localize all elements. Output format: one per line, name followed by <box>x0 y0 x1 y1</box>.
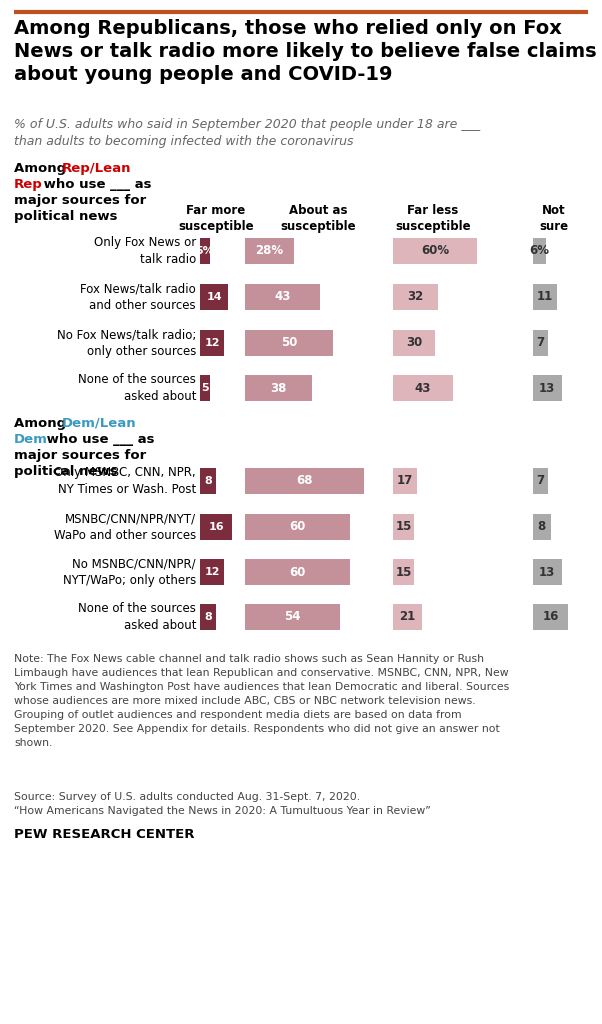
Text: 15: 15 <box>396 520 412 534</box>
Text: 28%: 28% <box>255 245 284 257</box>
Text: 16: 16 <box>208 522 224 532</box>
Text: 11: 11 <box>537 291 553 303</box>
Bar <box>393 514 414 540</box>
Bar <box>393 559 414 585</box>
Bar <box>533 514 551 540</box>
Bar <box>200 468 216 494</box>
Text: Fox News/talk radio
and other sources: Fox News/talk radio and other sources <box>80 283 196 311</box>
Text: political news: political news <box>14 465 117 478</box>
Bar <box>200 284 228 310</box>
Bar <box>533 238 546 264</box>
Bar <box>393 330 435 356</box>
Bar <box>200 559 224 585</box>
Text: MSNBC/CNN/NPR/NYT/
WaPo and other sources: MSNBC/CNN/NPR/NYT/ WaPo and other source… <box>54 512 196 542</box>
Text: major sources for: major sources for <box>14 194 146 207</box>
Bar <box>245 284 320 310</box>
Bar <box>245 514 350 540</box>
Bar <box>393 468 417 494</box>
Bar <box>393 375 453 401</box>
Text: Among: Among <box>14 417 71 430</box>
Bar <box>245 468 364 494</box>
Bar <box>533 604 568 630</box>
Text: None of the sources
asked about: None of the sources asked about <box>78 374 196 402</box>
Bar <box>200 238 210 264</box>
Text: About as
susceptible: About as susceptible <box>280 204 356 233</box>
Text: 43: 43 <box>275 291 291 303</box>
Text: Not
sure: Not sure <box>539 204 568 233</box>
Text: 30: 30 <box>406 337 422 349</box>
Text: Among Republicans, those who relied only on Fox
News or talk radio more likely t: Among Republicans, those who relied only… <box>14 19 597 84</box>
Bar <box>245 375 311 401</box>
Text: 60: 60 <box>290 520 306 534</box>
Bar <box>533 284 557 310</box>
Text: PEW RESEARCH CENTER: PEW RESEARCH CENTER <box>14 828 194 841</box>
Bar <box>245 604 340 630</box>
Text: 12: 12 <box>204 338 220 348</box>
Text: 17: 17 <box>397 474 413 487</box>
Text: who use ___ as: who use ___ as <box>42 433 155 446</box>
Text: 60: 60 <box>290 565 306 579</box>
Bar <box>245 238 294 264</box>
Text: Far less
susceptible: Far less susceptible <box>395 204 471 233</box>
Text: Far more
susceptible: Far more susceptible <box>178 204 254 233</box>
Text: 8: 8 <box>204 612 212 622</box>
Text: 13: 13 <box>539 565 556 579</box>
Text: 7: 7 <box>536 337 545 349</box>
Text: Only Fox News or
talk radio: Only Fox News or talk radio <box>94 237 196 266</box>
Text: political news: political news <box>14 210 117 223</box>
Bar <box>200 330 224 356</box>
Text: 8: 8 <box>204 476 212 486</box>
Bar <box>393 604 423 630</box>
Text: No Fox News/talk radio;
only other sources: No Fox News/talk radio; only other sourc… <box>57 329 196 357</box>
Bar <box>393 284 438 310</box>
Bar <box>533 330 548 356</box>
Text: Dem: Dem <box>14 433 48 446</box>
Text: Note: The Fox News cable channel and talk radio shows such as Sean Hannity or Ru: Note: The Fox News cable channel and tal… <box>14 654 509 748</box>
Text: 12: 12 <box>204 567 220 577</box>
Text: 16: 16 <box>542 610 559 624</box>
Text: Source: Survey of U.S. adults conducted Aug. 31-Sept. 7, 2020.: Source: Survey of U.S. adults conducted … <box>14 792 360 802</box>
Text: Dem/Lean: Dem/Lean <box>62 417 137 430</box>
Text: 54: 54 <box>284 610 300 624</box>
Text: 7: 7 <box>536 474 545 487</box>
Bar <box>533 375 562 401</box>
Text: Among: Among <box>14 162 71 175</box>
Bar <box>533 468 548 494</box>
Text: Rep/Lean: Rep/Lean <box>62 162 131 175</box>
Text: 14: 14 <box>206 292 222 302</box>
Text: No MSNBC/CNN/NPR/
NYT/WaPo; only others: No MSNBC/CNN/NPR/ NYT/WaPo; only others <box>63 557 196 587</box>
Text: 8: 8 <box>538 520 546 534</box>
Text: major sources for: major sources for <box>14 449 146 462</box>
Text: who use ___ as: who use ___ as <box>39 178 152 191</box>
Text: 15: 15 <box>396 565 412 579</box>
Text: Only MSNBC, CNN, NPR,
NY Times or Wash. Post: Only MSNBC, CNN, NPR, NY Times or Wash. … <box>54 466 196 496</box>
Text: 5%: 5% <box>196 246 214 256</box>
Text: 68: 68 <box>296 474 313 487</box>
Bar <box>200 604 216 630</box>
Bar <box>200 375 210 401</box>
Text: None of the sources
asked about: None of the sources asked about <box>78 602 196 632</box>
Text: “How Americans Navigated the News in 2020: A Tumultuous Year in Review”: “How Americans Navigated the News in 202… <box>14 806 431 816</box>
Bar <box>245 559 350 585</box>
Text: 38: 38 <box>270 382 287 394</box>
Bar <box>245 330 332 356</box>
Text: 60%: 60% <box>421 245 449 257</box>
Text: 21: 21 <box>400 610 416 624</box>
Text: 13: 13 <box>539 382 556 394</box>
Text: 43: 43 <box>415 382 431 394</box>
Text: 5: 5 <box>201 383 209 393</box>
Text: 6%: 6% <box>530 245 550 257</box>
Bar <box>200 514 232 540</box>
Bar <box>393 238 477 264</box>
Bar <box>533 559 562 585</box>
Text: 50: 50 <box>281 337 297 349</box>
Text: % of U.S. adults who said in September 2020 that people under 18 are ___
than ad: % of U.S. adults who said in September 2… <box>14 118 480 148</box>
Text: 32: 32 <box>408 291 424 303</box>
Text: Rep: Rep <box>14 178 43 191</box>
